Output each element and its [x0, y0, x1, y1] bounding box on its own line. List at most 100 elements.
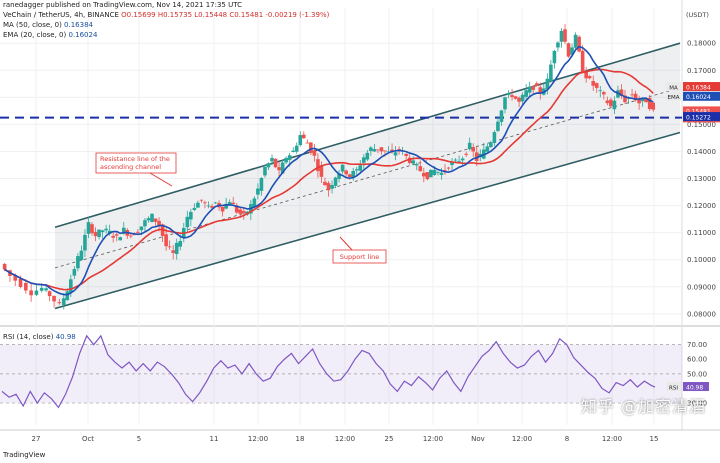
time-tick-label: Oct	[82, 435, 94, 443]
candle	[61, 298, 66, 306]
ohlc-values: O0.15699 H0.15735 L0.15448 C0.15481 -0.0…	[121, 11, 330, 19]
candle	[393, 152, 398, 156]
candle	[196, 202, 200, 208]
support-annotation-box	[332, 249, 387, 264]
candle	[167, 246, 172, 248]
price-tick-label: 0.11000	[687, 229, 716, 237]
ma-value: 0.16384	[64, 21, 93, 29]
candle	[637, 98, 641, 104]
candle	[83, 234, 87, 251]
channel-lower-line	[54, 131, 681, 310]
candle	[206, 205, 211, 207]
candle	[231, 202, 235, 205]
candle	[397, 148, 401, 150]
candle	[171, 250, 175, 253]
candle	[436, 171, 440, 173]
candle	[100, 230, 105, 233]
price-tag-box	[666, 91, 681, 101]
candle	[189, 211, 193, 220]
ema-legend: EMA (20, close, 0) 0.16024	[3, 31, 97, 40]
price-tag-name: MA	[669, 85, 678, 91]
candle	[471, 147, 476, 152]
candle	[29, 290, 33, 296]
candle	[270, 157, 274, 162]
candle	[520, 94, 525, 102]
candle	[280, 162, 285, 174]
candle	[136, 231, 140, 233]
candle	[76, 256, 80, 269]
candle	[549, 64, 553, 82]
ma-label: MA (50, close, 0)	[3, 21, 62, 29]
time-tick-label: 12:00	[512, 435, 532, 443]
price-tick-label: 0.10000	[687, 256, 716, 264]
candle	[287, 155, 292, 160]
candle	[301, 134, 306, 139]
price-tag-value-box	[683, 112, 720, 122]
support-annotation-text: Support line	[340, 253, 380, 261]
price-tick-label: 0.09000	[687, 283, 716, 291]
candle	[411, 160, 416, 164]
time-tick-label: 12:00	[248, 435, 268, 443]
candle	[337, 173, 341, 179]
candle	[485, 146, 490, 152]
candle	[517, 97, 521, 102]
candle	[305, 142, 310, 144]
candle	[464, 153, 468, 155]
candle	[44, 288, 48, 291]
support-annotation-arrow	[339, 236, 353, 251]
candle	[552, 50, 557, 64]
candle	[97, 229, 101, 237]
footer-logo: TradingView	[3, 451, 46, 459]
candle	[584, 70, 588, 79]
candle	[623, 95, 627, 103]
candle	[266, 163, 271, 168]
time-tick-label: 27	[32, 435, 41, 443]
candle	[538, 87, 543, 94]
candle	[72, 269, 77, 276]
rsi-band-fill	[0, 344, 682, 404]
ema-label: EMA (20, close, 0)	[3, 31, 67, 39]
candle	[457, 160, 461, 162]
candle	[439, 172, 444, 175]
candle	[234, 205, 239, 213]
candle	[365, 152, 370, 160]
candle	[114, 234, 119, 236]
resistance-annotation-line1: Resistance line of the	[100, 155, 170, 163]
candle	[450, 161, 454, 165]
rsi-tick-label: 60.00	[687, 356, 707, 364]
candle	[474, 152, 479, 161]
candle	[467, 142, 472, 150]
candle	[369, 147, 373, 151]
candle	[414, 163, 419, 166]
candle	[347, 174, 352, 177]
candle	[351, 170, 356, 178]
rsi-tag-name: RSI	[669, 385, 678, 391]
candle	[129, 235, 133, 237]
candle	[238, 209, 243, 214]
candle	[333, 177, 338, 186]
candle	[422, 172, 426, 177]
candle	[224, 203, 228, 209]
candle	[69, 279, 73, 293]
candle	[570, 47, 574, 55]
candle	[591, 81, 596, 86]
candle	[252, 198, 257, 208]
candle	[52, 295, 56, 302]
candle	[566, 43, 571, 57]
candle	[259, 177, 264, 191]
candle	[379, 147, 384, 152]
candle	[354, 169, 359, 171]
watermark: 知乎 @加密清酒	[580, 397, 706, 416]
candle	[644, 98, 648, 103]
time-tick-label: 12:00	[423, 435, 443, 443]
candle	[227, 202, 232, 205]
candle	[18, 278, 23, 287]
candle	[386, 151, 391, 153]
resistance-annotation-arrow	[149, 172, 173, 187]
candle	[93, 231, 98, 237]
candle	[220, 206, 225, 212]
candle	[150, 213, 154, 222]
candle	[185, 216, 190, 228]
candle	[294, 145, 299, 152]
